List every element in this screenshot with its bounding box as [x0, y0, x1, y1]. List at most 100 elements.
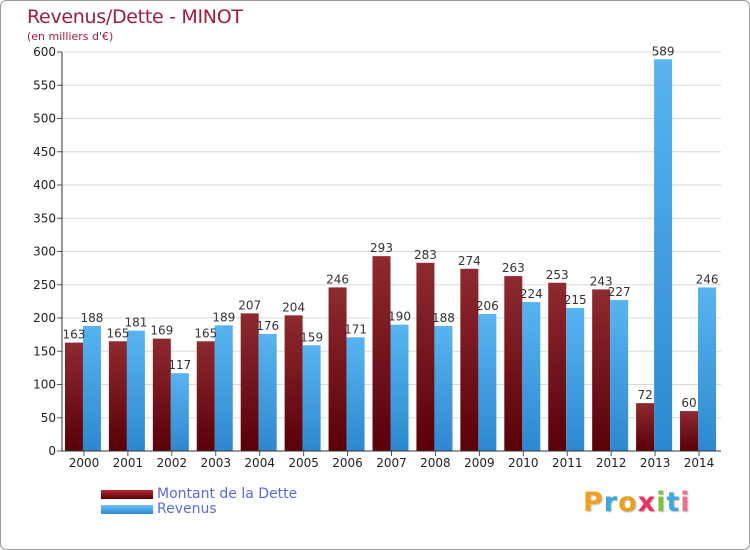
- bar-revenue: [434, 325, 453, 451]
- bar-debt: [416, 262, 435, 451]
- legend-swatch-revenue: [101, 505, 153, 514]
- chart-subtitle: (en milliers d'€): [27, 30, 114, 43]
- x-tick-label: 2010: [508, 456, 539, 470]
- bar-debt: [108, 341, 127, 451]
- data-label-debt: 274: [458, 254, 481, 268]
- bar-revenue: [214, 325, 233, 451]
- bar-revenue: [522, 302, 541, 451]
- data-label-revenue: 189: [212, 310, 235, 324]
- proxiti-logo: Proxiti: [583, 487, 691, 518]
- y-tick-label: 400: [33, 178, 56, 192]
- y-tick-label: 150: [33, 344, 56, 358]
- bar-revenue: [478, 314, 497, 451]
- data-label-revenue: 188: [81, 311, 104, 325]
- x-tick-label: 2011: [552, 456, 583, 470]
- y-tick-label: 450: [33, 145, 56, 159]
- x-tick-label: 2000: [69, 456, 100, 470]
- bars: [64, 59, 717, 451]
- x-tick-label: 2002: [157, 456, 188, 470]
- bar-debt: [372, 256, 391, 451]
- data-label-revenue: 224: [520, 287, 543, 301]
- logo-letter: i: [680, 487, 691, 518]
- data-label-revenue: 181: [124, 316, 147, 330]
- data-label-debt: 263: [502, 261, 525, 275]
- y-tick-label: 600: [33, 45, 56, 59]
- data-label-debt: 169: [150, 324, 173, 338]
- x-tick-label: 2009: [464, 456, 495, 470]
- y-tick-label: 250: [33, 278, 56, 292]
- data-label-revenue: 117: [168, 358, 191, 372]
- data-label-revenue: 589: [652, 44, 675, 58]
- legend-label-revenue: Revenus: [157, 501, 217, 517]
- bar-debt: [504, 276, 523, 451]
- bar-revenue: [170, 373, 189, 451]
- bar-revenue: [610, 300, 629, 451]
- bar-revenue: [346, 337, 365, 451]
- data-label-debt: 243: [590, 274, 613, 288]
- bar-debt: [328, 287, 347, 451]
- logo-letter: i: [656, 487, 667, 518]
- data-label-debt: 72: [637, 388, 652, 402]
- y-tick-label: 50: [41, 411, 56, 425]
- logo-letter: x: [637, 487, 657, 518]
- y-tick-label: 550: [33, 78, 56, 92]
- bar-revenue: [698, 287, 717, 451]
- data-label-debt: 253: [546, 268, 569, 282]
- data-label-revenue: 246: [696, 272, 719, 286]
- x-tick-label: 2001: [113, 456, 144, 470]
- bar-debt: [460, 268, 479, 451]
- legend-label-debt: Montant de la Dette: [157, 486, 298, 502]
- bar-debt: [240, 313, 259, 451]
- logo-letter: r: [603, 487, 619, 518]
- data-label-debt: 246: [326, 272, 349, 286]
- bar-revenue: [302, 345, 321, 451]
- bar-debt: [152, 338, 171, 451]
- x-tick-label: 2014: [684, 456, 715, 470]
- axes: 0 50 100 150 200 250 300 350 400 450 500 550 600 2000…: [33, 45, 721, 470]
- bar-revenue: [654, 59, 673, 451]
- bar-revenue: [258, 333, 277, 451]
- bar-debt: [284, 315, 303, 451]
- y-tick-label: 300: [33, 245, 56, 259]
- data-label-debt: 165: [106, 326, 129, 340]
- logo-letter: t: [666, 487, 681, 518]
- data-label-revenue: 227: [608, 285, 631, 299]
- data-label-debt: 165: [194, 326, 217, 340]
- data-label-debt: 207: [238, 298, 261, 312]
- bar-revenue: [126, 330, 145, 451]
- data-label-revenue: 176: [256, 319, 279, 333]
- y-tick-label: 200: [33, 311, 56, 325]
- bar-revenue: [82, 325, 101, 451]
- y-tick-label: 0: [48, 444, 56, 458]
- x-tick-label: 2013: [640, 456, 671, 470]
- logo-letter: P: [583, 487, 604, 518]
- data-label-revenue: 206: [476, 299, 499, 313]
- bar-debt: [636, 403, 655, 451]
- data-label-debt: 283: [414, 248, 437, 262]
- data-label-debt: 204: [282, 300, 305, 314]
- logo-letter: o: [618, 487, 638, 518]
- data-label-revenue: 215: [564, 293, 587, 307]
- data-label-revenue: 171: [344, 322, 367, 336]
- chart-title: Revenus/Dette - MINOT: [27, 6, 243, 28]
- y-tick-label: 500: [33, 112, 56, 126]
- data-label-revenue: 188: [432, 311, 455, 325]
- bar-debt: [64, 342, 83, 451]
- x-tick-label: 2008: [420, 456, 451, 470]
- data-label-revenue: 159: [300, 330, 323, 344]
- bar-debt: [592, 289, 611, 451]
- x-tick-label: 2012: [596, 456, 627, 470]
- x-tick-label: 2007: [376, 456, 407, 470]
- x-tick-label: 2004: [244, 456, 275, 470]
- data-label-debt: 163: [63, 328, 86, 342]
- bar-debt: [680, 411, 699, 451]
- data-label-debt: 60: [681, 396, 696, 410]
- bar-revenue: [390, 324, 409, 451]
- bar-debt: [196, 341, 215, 451]
- x-tick-label: 2003: [200, 456, 231, 470]
- data-labels: 1631881651811691171651892071762041592461…: [63, 44, 719, 410]
- x-tick-label: 2005: [288, 456, 319, 470]
- x-tick-label: 2006: [332, 456, 363, 470]
